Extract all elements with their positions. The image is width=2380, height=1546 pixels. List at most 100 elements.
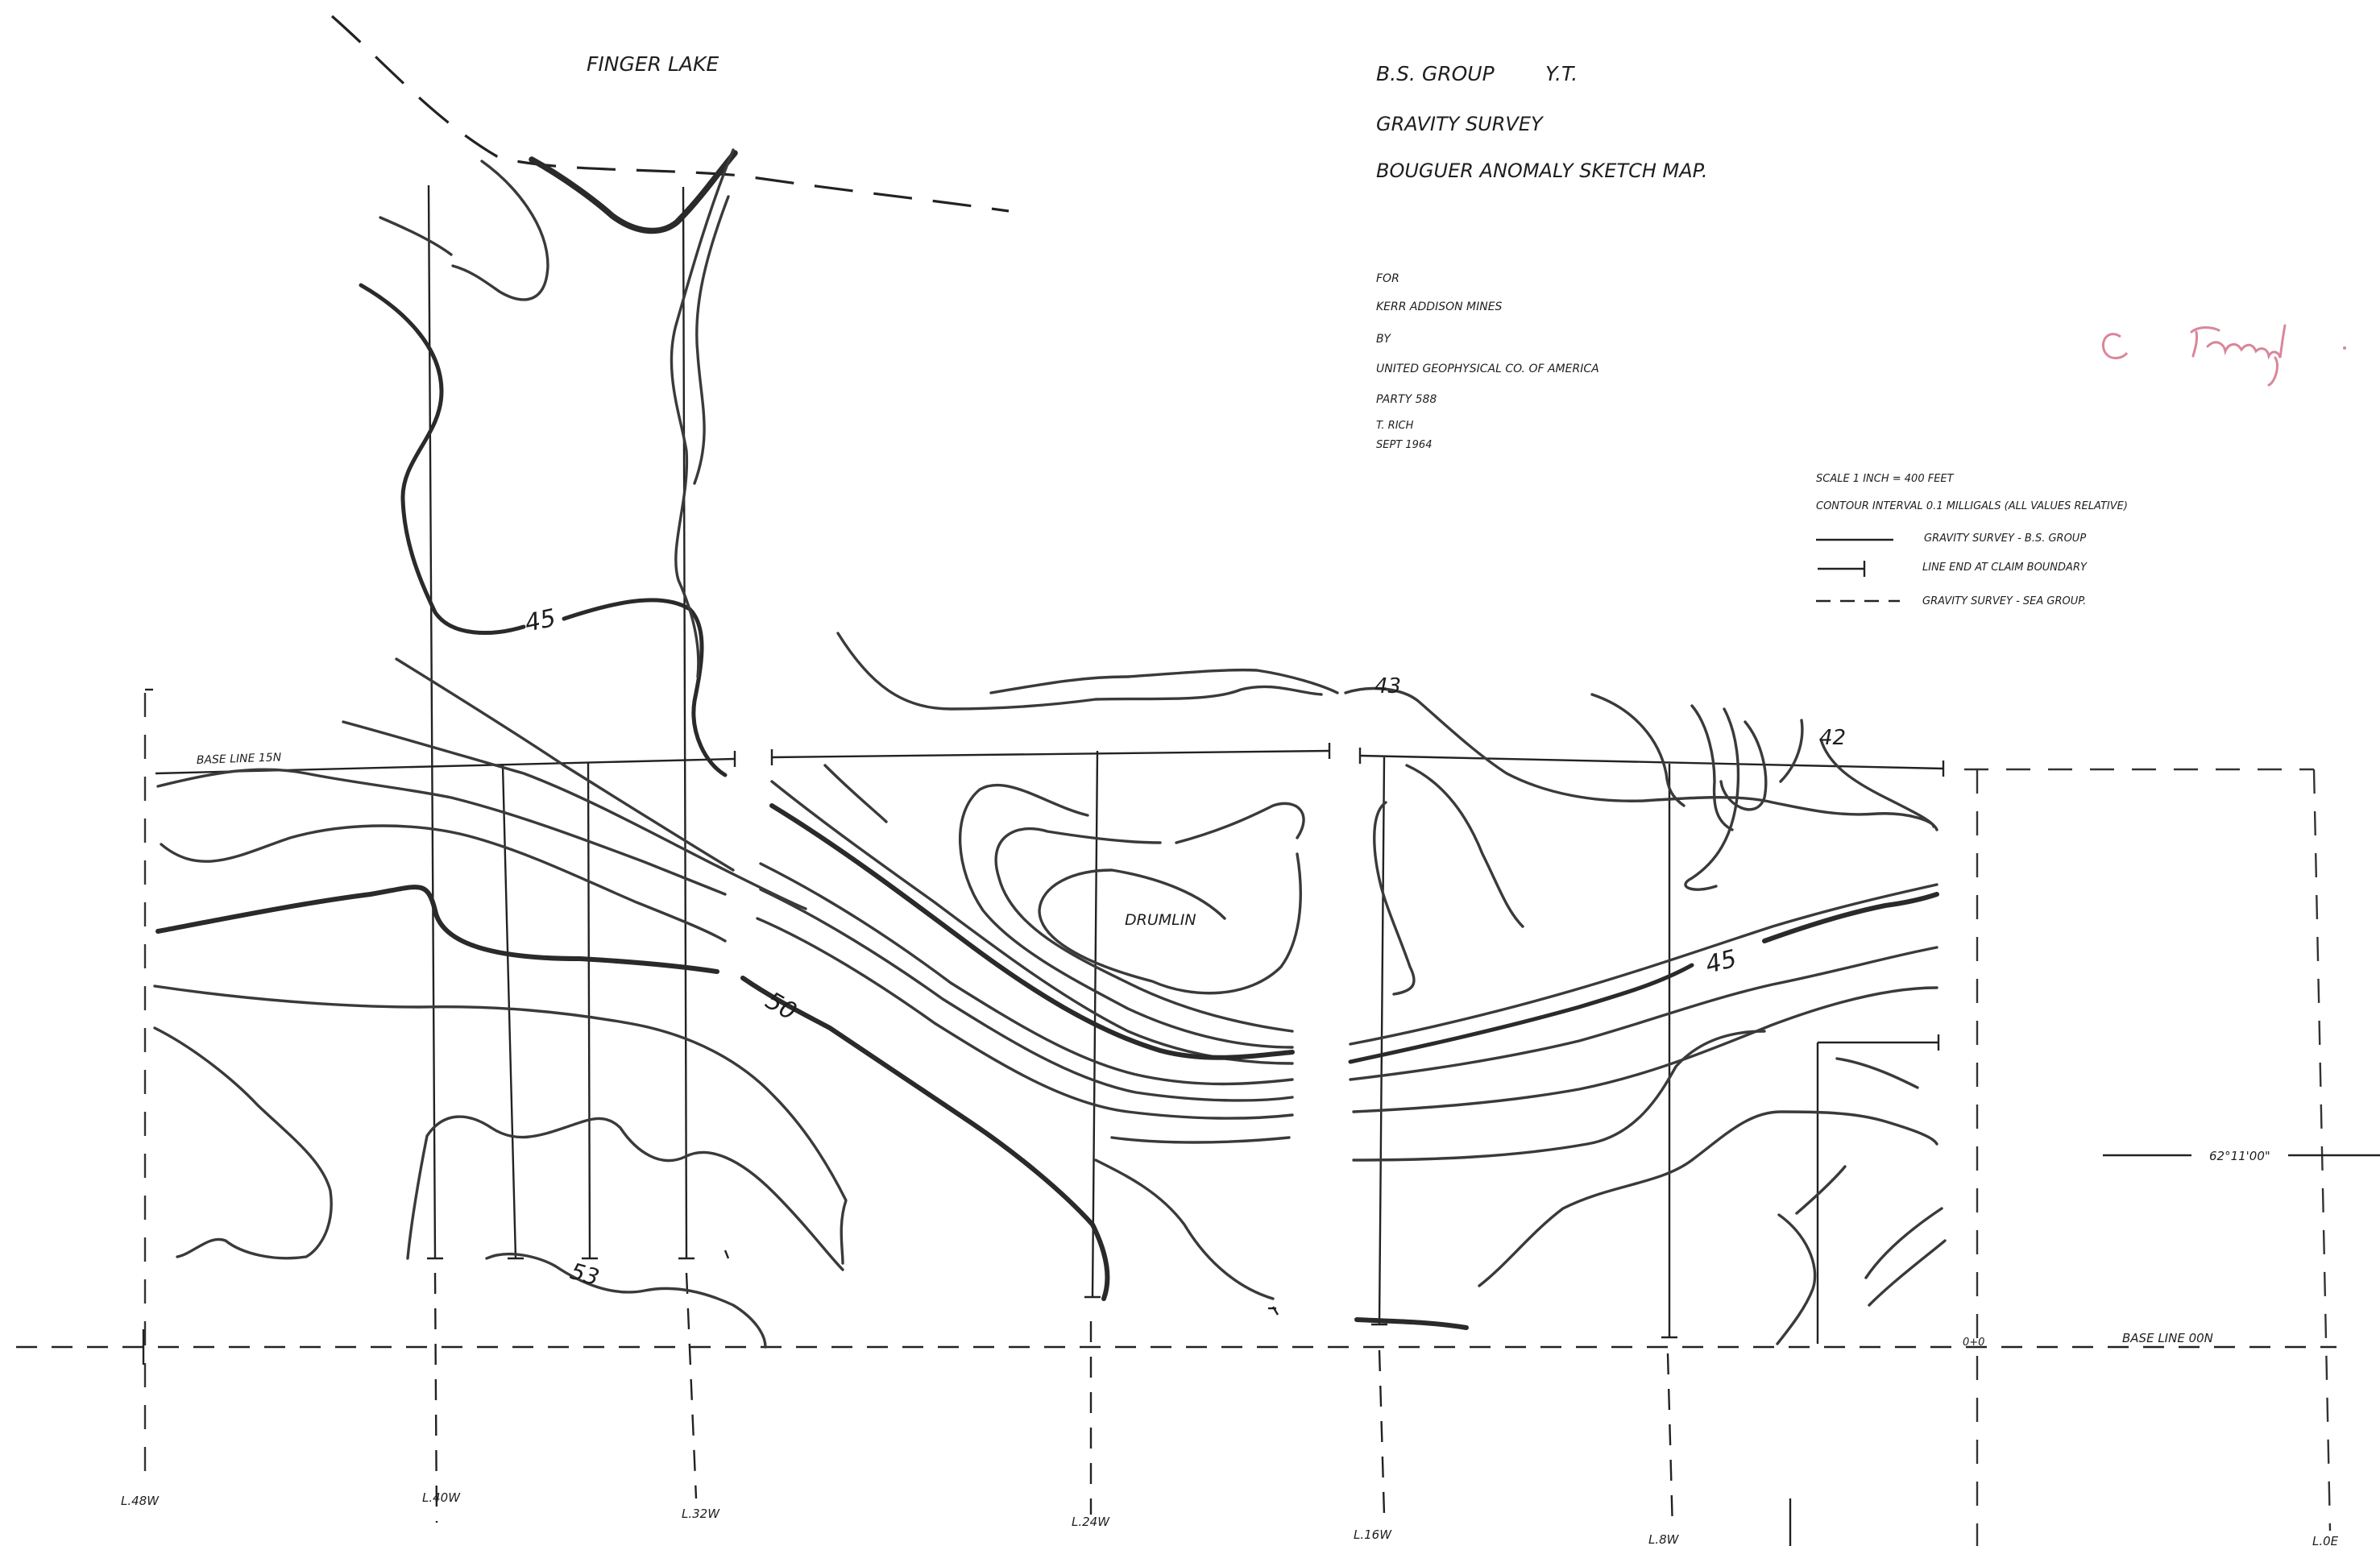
contour-line: [1776, 1213, 1817, 1345]
contour-line: [759, 888, 1294, 1102]
contour-line: [562, 598, 728, 777]
credits-party: PARTY 588: [1376, 393, 1437, 406]
contour-line: [823, 764, 888, 823]
contours-west-block: 50 53: [153, 657, 1110, 1349]
contour-line: [1684, 707, 1740, 891]
contour-line: [156, 768, 727, 896]
contour-line: [1344, 686, 1935, 828]
latitude-label: 62°11'00": [2209, 1149, 2270, 1163]
legend-item-label: LINE END AT CLAIM BOUNDARY: [1922, 562, 2088, 574]
contour-line: [1352, 986, 1938, 1113]
contour-line: [485, 1252, 767, 1349]
base-line-south-label: BASE LINE 00N: [2122, 1331, 2213, 1345]
contour-line: [756, 917, 1294, 1120]
contour-line: [1478, 1110, 1938, 1287]
contour-line: [770, 780, 1294, 1065]
legend-item-label: GRAVITY SURVEY - B.S. GROUP: [1924, 533, 2086, 545]
legend-contour-interval: CONTOUR INTERVAL 0.1 MILLIGALS (ALL VALU…: [1816, 500, 2128, 512]
contour-line: [1352, 1030, 1766, 1162]
title-map-type: BOUGUER ANOMALY SKETCH MAP.: [1376, 160, 1707, 182]
contour-label: 42: [1819, 726, 1846, 750]
contour-line: [1349, 883, 1938, 1046]
contour-line: [759, 862, 1294, 1086]
contour-line: [379, 216, 453, 256]
legend-scale: SCALE 1 INCH = 400 FEET: [1816, 473, 1955, 485]
contour-line: [529, 150, 738, 234]
contour-line: [994, 827, 1294, 1033]
survey-line-label: L.8W: [1648, 1532, 1680, 1546]
contour-line: [959, 783, 1294, 1049]
finger-lake-shoreline: [330, 15, 1010, 213]
contours-north-lobe: 45: [359, 148, 738, 777]
contour-line: [1405, 764, 1524, 928]
contour-line: [406, 1115, 844, 1271]
contour-line: [359, 283, 526, 635]
contour-line: [160, 824, 727, 943]
credits-block: FOR KERR ADDISON MINES BY UNITED GEOPHYS…: [1376, 272, 1599, 451]
credits-client: KERR ADDISON MINES: [1376, 300, 1503, 313]
legend-item-label: GRAVITY SURVEY - SEA GROUP.: [1922, 595, 2086, 607]
contour-line: [670, 148, 735, 678]
credits-by: BY: [1376, 333, 1391, 346]
contour-label: 43: [1375, 674, 1401, 698]
contours-east-block: 43 42 45: [1344, 674, 1947, 1345]
credits-date: SEPT 1964: [1376, 439, 1432, 451]
legend: SCALE 1 INCH = 400 FEET CONTOUR INTERVAL…: [1816, 473, 2128, 607]
contour-line: [1110, 1136, 1291, 1144]
contour-line: [155, 885, 719, 974]
claim-boundary: 62°11'00": [143, 688, 2380, 1546]
contour-line: [1864, 1207, 1943, 1279]
drumlin-label: DRUMLIN: [1125, 911, 1196, 929]
credits-author: T. RICH: [1376, 420, 1414, 432]
contour-line: [395, 657, 735, 872]
contour-label: 45: [522, 604, 558, 638]
base-line-north: BASE LINE 15N: [155, 743, 1945, 777]
survey-line-labels: L.48W L.40W L.32W L.24W L.16W L.8W L.0E: [121, 1490, 2339, 1546]
title-territory: Y.T.: [1545, 62, 1578, 85]
credits-contractor: UNITED GEOPHYSICAL CO. OF AMERICA: [1376, 363, 1599, 375]
survey-line-label: L.32W: [682, 1507, 720, 1521]
contour-line: [153, 984, 848, 1265]
title-survey: GRAVITY SURVEY: [1376, 113, 1545, 135]
survey-line-label: L.40W: [422, 1490, 461, 1505]
contour-line: [1819, 738, 1938, 831]
lake-label: FINGER LAKE: [587, 52, 719, 76]
contour-line: [1175, 802, 1305, 844]
survey-lines: [142, 184, 1940, 1546]
contour-line: [451, 160, 549, 301]
contour-line: [1795, 1165, 1847, 1215]
contour-line: [1779, 719, 1804, 783]
title-group: B.S. GROUP: [1376, 62, 1495, 85]
contours-central-block: DRUMLIN: [756, 632, 1339, 1310]
contour-line: [1094, 1158, 1275, 1300]
contour-line: [1348, 963, 1694, 1064]
contour-line: [989, 668, 1339, 694]
contour-line: [1354, 1317, 1469, 1330]
handwritten-signature: [2102, 324, 2346, 387]
contour-line: [769, 803, 1295, 1060]
contour-line: [1835, 1057, 1919, 1089]
base-line-north-label: BASE LINE 15N: [197, 751, 282, 767]
origin-label: 0+0: [1963, 1337, 1984, 1349]
contour-line: [1349, 946, 1938, 1081]
contour-line: [1373, 801, 1416, 996]
contour-line: [693, 195, 730, 485]
credits-for: FOR: [1376, 272, 1399, 285]
contour-line: [1590, 693, 1685, 807]
contour-line: [1762, 892, 1939, 943]
title-block: B.S. GROUP Y.T. GRAVITY SURVEY BOUGUER A…: [1376, 62, 1707, 182]
contour-label: 45: [1702, 945, 1739, 980]
contour-line: [1690, 704, 1734, 831]
contour-line: [836, 632, 1323, 711]
contour-line: [153, 1026, 333, 1260]
contour-line: [342, 720, 807, 910]
contour-line: [1719, 720, 1768, 811]
survey-line-label: L.16W: [1354, 1527, 1392, 1542]
survey-line-label: L.0E: [2312, 1534, 2339, 1546]
contour-line: [1868, 1239, 1947, 1307]
contour-line: [740, 976, 1110, 1301]
contour-line: [1038, 852, 1302, 995]
survey-line-label: L.24W: [1072, 1515, 1110, 1529]
survey-line-label: L.48W: [121, 1494, 160, 1508]
